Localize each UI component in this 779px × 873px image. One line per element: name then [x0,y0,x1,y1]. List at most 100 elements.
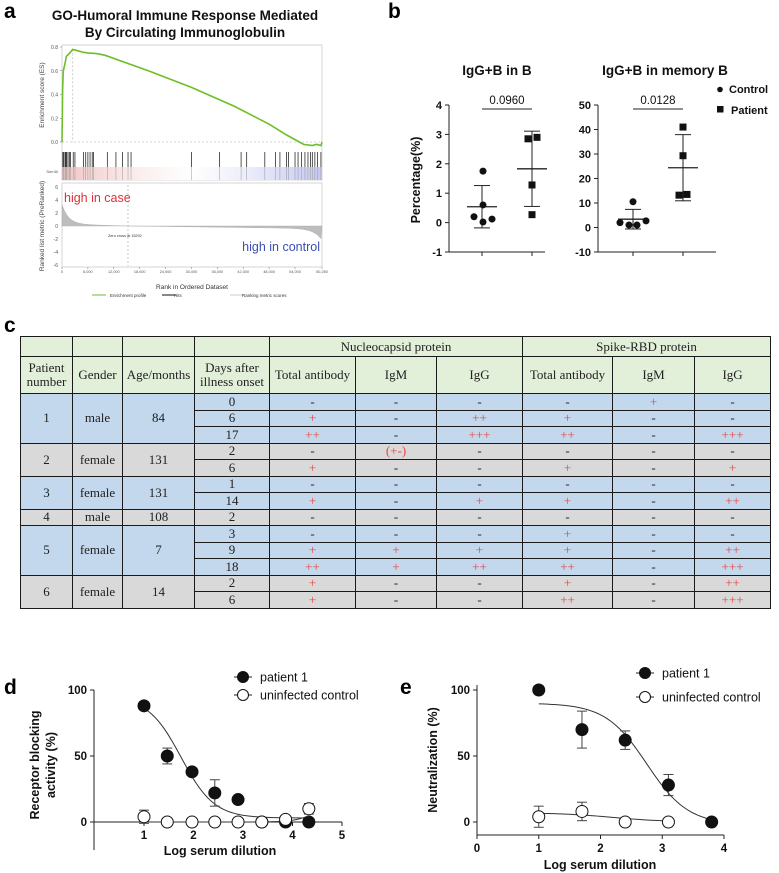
antibody-result-cell: ++ [269,426,356,444]
antibody-result-cell: ++ [522,426,614,444]
panel-label-b: b [388,0,401,23]
antibody-result-cell: - [435,475,524,493]
antibody-result-cell: - [355,393,437,411]
chart-e-xtick-label: 3 [659,843,665,855]
panel-label-a: a [4,0,16,23]
chart-b-title: IgG+B in B [462,63,532,78]
antibody-result-cell: ++ [269,558,356,576]
chart-b-point-control [616,219,624,227]
antibody-result-cell: - [612,475,696,493]
chart-e-ylabel: Neutralization (%) [426,707,440,813]
antibody-result-cell: + [269,409,356,427]
antibody-result-cell: - [612,525,696,543]
chart-e-point-control [618,815,632,829]
chart-b-point-patient [528,211,536,219]
age-cell: 131 [122,475,195,510]
chart-a-xtick-label: 54,000 [289,270,301,274]
table-column-header: Age/months [122,356,195,394]
chart-e-point-control [575,804,589,818]
chart-a-metric-ylabel: Ranked list metric (PreRanked) [39,181,46,271]
chart-b-ytick-label: -1 [432,247,442,259]
table-column-header: IgM [355,356,437,394]
chart-e-xlabel: Log serum dilution [544,858,657,872]
antibody-result-cell: - [612,492,696,510]
chart-e-point-patient [705,815,719,829]
chart-b-ytick-label: 0 [436,218,442,230]
chart-b-point-patient [675,191,683,199]
days-cell: 0 [194,393,270,411]
antibody-table: Nucleocapsid protein Spike-RBD protein Pat… [20,336,772,609]
antibody-result-cell: ++ [694,492,772,510]
chart-a-xtick-label: 6,000 [83,270,93,274]
patient-number-cell: 1 [20,393,73,444]
table-column-header: Total antibody [522,356,614,394]
antibody-result-cell: - [522,393,614,411]
antibody-result-cell: + [269,492,356,510]
patient-number-cell: 4 [20,508,73,526]
antibody-result-cell: - [612,459,696,477]
chart-a-metric-ytick-label: -2 [54,237,59,243]
antibody-result-cell: + [522,574,614,592]
table-column-header: IgG [694,356,772,394]
table-group-header-spike-rbd: Spike-RBD protein [522,336,772,357]
antibody-result-cell: - [355,475,437,493]
chart-d-xtick-label: 3 [240,830,246,842]
chart-a-ytick-label: 0.8 [51,45,58,51]
antibody-result-cell: - [435,393,524,411]
antibody-result-cell: +++ [694,426,772,444]
days-cell: 1 [194,475,270,493]
chart-b-ylabel: Percentage(%) [409,137,423,224]
patient-number-cell: 6 [20,574,73,609]
antibody-result-cell: - [355,426,437,444]
days-cell: 2 [194,508,270,526]
table-row: 6 + - - ++ - +++ [21,591,772,609]
days-cell: 2 [194,574,270,592]
antibody-result-cell: - [269,442,356,460]
antibody-result-cell: - [355,492,437,510]
age-cell: 7 [122,525,195,576]
chart-a-xtick-label: 12,000 [108,270,120,274]
chart-b-point-control [479,167,487,175]
chart-b-point-control [488,215,496,223]
days-cell: 18 [194,558,270,576]
antibody-result-cell: - [435,508,524,526]
chart-b-point-control [479,201,487,209]
chart-e-xtick-label: 2 [597,843,603,855]
antibody-result-cell: - [612,541,696,559]
chart-d-xtick-label: 1 [141,830,148,842]
table-column-header: IgG [435,356,524,394]
days-cell: 3 [194,525,270,543]
chart-b-legend-control-marker [717,86,723,93]
chart-a-ytick-label: 0.0 [51,140,58,146]
days-cell: 14 [194,492,270,510]
chart-e-point-patient [661,778,675,792]
chart-a-metric-ytick-label: 4 [55,198,58,204]
gender-cell: female [72,525,123,576]
chart-b-ytick-label: 20 [579,174,591,186]
chart-e-point-patient [532,683,546,697]
antibody-result-cell: - [694,442,772,460]
chart-d-xtick-label: 4 [289,830,296,842]
table-header-empty [72,336,123,357]
antibody-result-cell: ++ [694,574,772,592]
chart-b-point-patient [533,133,541,141]
table-row: 18 ++ + ++ ++ - +++ [21,558,772,576]
panel-label-e: e [400,676,412,699]
antibody-result-cell: - [612,442,696,460]
antibody-result-cell: + [612,393,696,411]
antibody-result-cell: - [269,508,356,526]
table-header-empty [20,336,73,357]
chart-d-legend-label: uninfected control [260,689,359,703]
antibody-result-cell: + [522,492,614,510]
chart-d-ytick-label: 0 [81,817,87,829]
gender-cell: male [72,393,123,444]
antibody-result-cell: + [522,541,614,559]
antibody-result-cell: - [269,475,356,493]
days-cell: 2 [194,442,270,460]
chart-d-xtick-label: 5 [339,830,346,842]
chart-a-xtick-label: 36,000 [212,270,224,274]
chart-a-xtick-label: 18,000 [134,270,146,274]
chart-b-point-control [642,217,650,225]
chart-e-point-control [661,815,675,829]
chart-b-ytick-label: 40 [579,125,591,137]
